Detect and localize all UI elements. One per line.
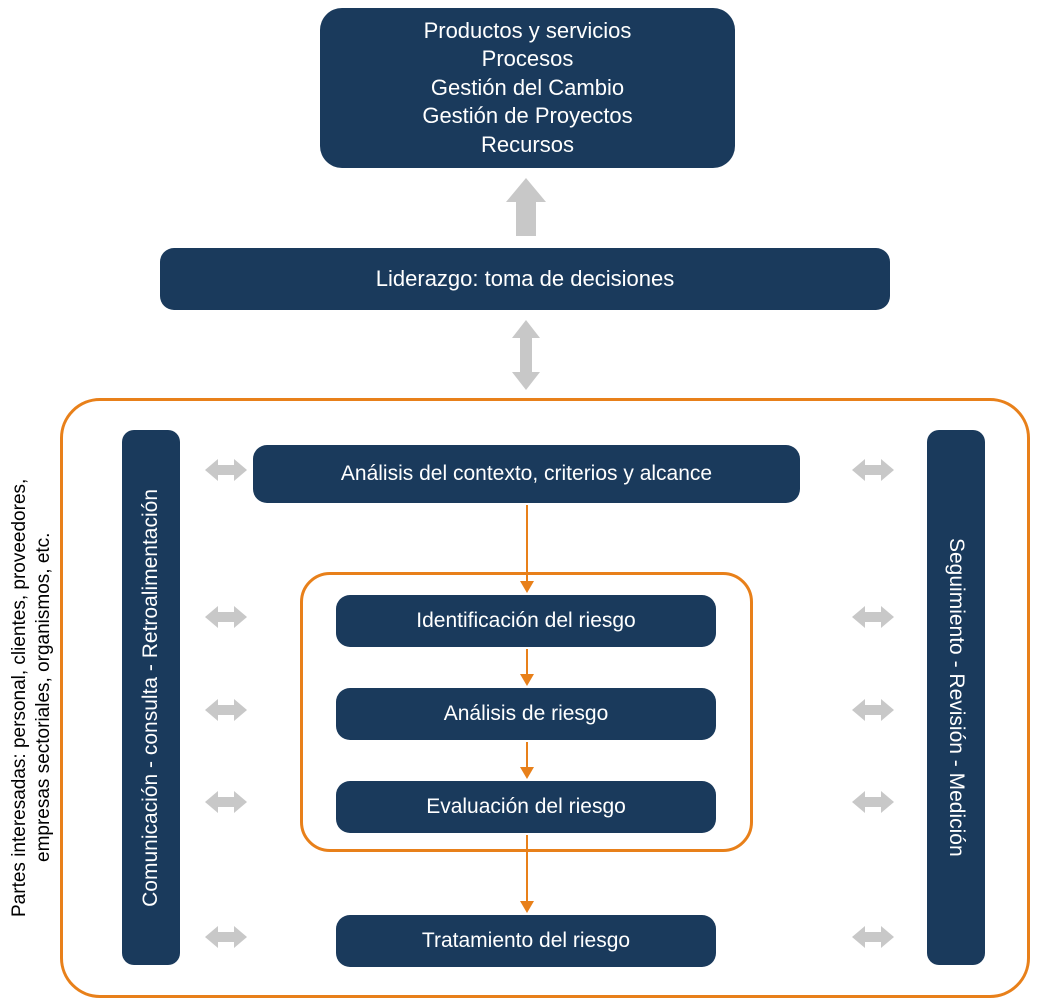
arrow-down-orange-icon xyxy=(520,649,534,686)
box-tratamiento: Tratamiento del riesgo xyxy=(336,915,716,967)
arrow-down-orange-icon xyxy=(520,742,534,779)
arrow-bi-horiz-icon xyxy=(852,459,894,481)
box-identificacion: Identificación del riesgo xyxy=(336,595,716,647)
top-box-line: Gestión de Proyectos xyxy=(422,102,632,131)
arrow-bi-horiz-icon xyxy=(205,606,247,628)
right-bar-label: Seguimiento - Revisión - Medición xyxy=(944,538,968,857)
arrow-bi-horiz-icon xyxy=(205,459,247,481)
right-bar: Seguimiento - Revisión - Medición xyxy=(927,430,985,965)
stakeholders-label: Partes interesadas: personal, clientes, … xyxy=(8,430,56,965)
leadership-box: Liderazgo: toma de decisiones xyxy=(160,248,890,310)
arrow-bi-horiz-icon xyxy=(852,791,894,813)
box-evaluacion: Evaluación del riesgo xyxy=(336,781,716,833)
left-bar: Comunicación - consulta - Retroalimentac… xyxy=(122,430,180,965)
top-box-line: Procesos xyxy=(482,45,574,74)
arrow-bi-horiz-icon xyxy=(205,699,247,721)
arrow-bi-horiz-icon xyxy=(852,926,894,948)
leadership-label: Liderazgo: toma de decisiones xyxy=(376,266,674,292)
arrow-up-icon xyxy=(506,178,546,236)
arrow-bi-horiz-icon xyxy=(852,606,894,628)
top-box-line: Gestión del Cambio xyxy=(431,74,624,103)
top-box: Productos y servicios Procesos Gestión d… xyxy=(320,8,735,168)
arrow-bi-vertical-icon xyxy=(512,320,540,390)
top-box-line: Recursos xyxy=(481,131,574,160)
arrow-down-orange-icon xyxy=(520,835,534,913)
box-analisis-riesgo: Análisis de riesgo xyxy=(336,688,716,740)
arrow-bi-horiz-icon xyxy=(205,791,247,813)
arrow-down-orange-icon xyxy=(520,505,534,593)
left-bar-label: Comunicación - consulta - Retroalimentac… xyxy=(139,489,163,907)
box-analisis-contexto: Análisis del contexto, criterios y alcan… xyxy=(253,445,800,503)
top-box-line: Productos y servicios xyxy=(424,17,632,46)
arrow-bi-horiz-icon xyxy=(852,699,894,721)
arrow-bi-horiz-icon xyxy=(205,926,247,948)
